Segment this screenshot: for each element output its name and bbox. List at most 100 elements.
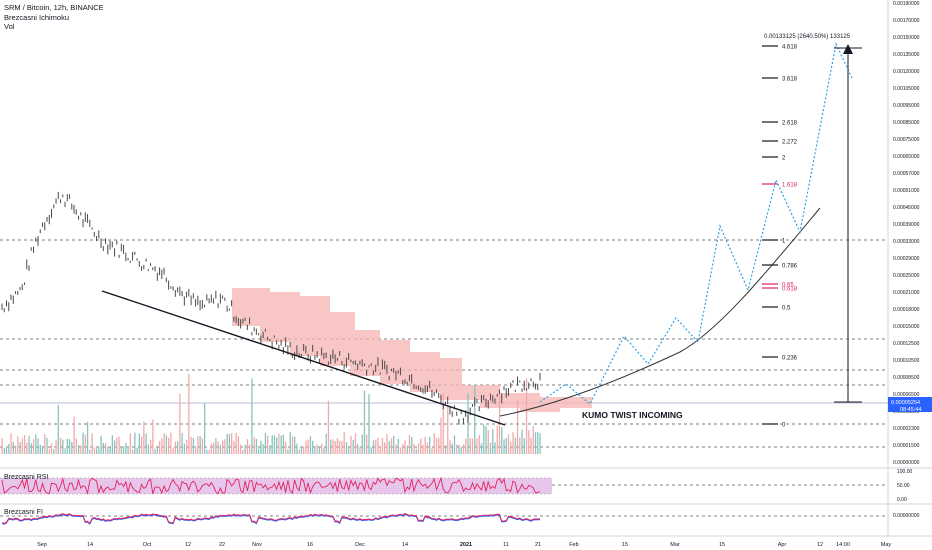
price-axis-label: 0.00120000 — [893, 69, 920, 75]
price-axis-label: 0.00006500 — [893, 392, 920, 398]
time-axis-label: Oct — [143, 542, 152, 548]
volume-bar — [424, 436, 426, 454]
volume-bar — [246, 439, 249, 454]
price-axis-label: 0.00170000 — [893, 18, 920, 24]
volume-bar — [127, 446, 129, 454]
volume-bar — [469, 438, 471, 454]
volume-bar — [458, 444, 460, 454]
volume-bar — [399, 447, 402, 454]
volume-bar — [474, 384, 476, 454]
volume-bar — [237, 436, 240, 454]
volume-bar — [523, 438, 525, 454]
volume-bar — [91, 433, 93, 454]
volume-bar — [10, 432, 12, 454]
volume-bar — [395, 444, 397, 454]
volume-bar — [507, 434, 510, 454]
volume-bar — [294, 436, 296, 454]
volume-bar — [217, 441, 219, 454]
price-candles — [1, 191, 541, 425]
volume-bar — [386, 434, 388, 454]
volume-bar — [460, 447, 462, 454]
price-axis-label: 0.00095000 — [893, 103, 920, 109]
volume-bar — [442, 393, 444, 454]
volume-bar — [429, 436, 431, 454]
volume-bar — [77, 444, 80, 454]
rsi-panel-label[interactable]: Brezcasni RSI — [4, 474, 49, 481]
indicator-volume-label[interactable]: Vol — [4, 22, 15, 31]
volume-bar — [444, 445, 447, 454]
fib-level-label: 2.618 — [782, 121, 798, 127]
volume-bar — [75, 438, 77, 454]
fib-level-label: 0 — [782, 423, 786, 429]
volume-bar — [323, 448, 325, 454]
volume-bar — [226, 433, 228, 454]
volume-bar — [404, 440, 406, 454]
volume-bar — [273, 435, 276, 454]
volume-bar — [55, 439, 57, 454]
price-tag-value: 0.00005254 — [891, 400, 920, 406]
time-axis-label: 21 — [535, 542, 541, 548]
volume-bar — [71, 441, 73, 454]
volume-bar — [307, 439, 309, 454]
volume-bar — [368, 394, 370, 454]
price-axis-label: 0.00039000 — [893, 222, 920, 228]
volume-bar — [298, 449, 300, 454]
target-arrow-head-icon — [843, 44, 853, 54]
price-tag-bg — [888, 397, 932, 412]
volume-bar — [93, 447, 95, 454]
volume-bar — [516, 398, 519, 454]
volume-bar — [208, 449, 210, 454]
volume-bar — [102, 442, 104, 454]
price-axis-label: 0.00015000 — [893, 324, 920, 330]
indicator-ichimoku-label[interactable]: Brezcasni Ichimoku — [4, 13, 70, 22]
volume-bar — [312, 440, 314, 454]
volume-bar — [136, 447, 138, 454]
price-tag-countdown: 08:45:44 — [900, 407, 921, 413]
volume-bar — [1, 438, 3, 454]
volume-bar — [46, 437, 48, 454]
time-axis-label: 11 — [503, 542, 509, 548]
time-axis-label: 14 — [402, 542, 408, 548]
volume-bar — [172, 448, 174, 454]
time-axis-label: 12 — [817, 542, 823, 548]
volume-bar — [165, 435, 168, 454]
volume-bar — [539, 433, 541, 454]
volume-bar — [348, 445, 350, 454]
rsi-axis-label: 100.00 — [897, 469, 913, 475]
volume-bar — [519, 437, 521, 454]
time-axis: Sep 14 Oct 12 22 Nov 16 Dec 14 2021 11 21 Feb 15 Mar 15… — [37, 542, 891, 548]
volume-bar — [343, 432, 345, 454]
time-axis-label: 16 — [307, 542, 313, 548]
volume-bar — [212, 442, 215, 454]
time-axis-label: Feb — [569, 542, 578, 548]
volume-bar — [300, 446, 303, 454]
volume-bar — [325, 433, 327, 454]
fi-panel-label[interactable]: Brezcasni FI — [4, 509, 43, 516]
time-axis-label: Dec — [355, 542, 365, 548]
volume-bar — [37, 438, 39, 454]
volume-bar — [185, 439, 188, 454]
volume-bar — [438, 437, 440, 454]
volume-bar — [255, 438, 258, 454]
price-axis-label: 0.00012500 — [893, 341, 920, 347]
price-axis-label: 0.00021000 — [893, 290, 920, 296]
time-axis-label: 14:00 — [836, 542, 850, 548]
rsi-line — [1, 476, 541, 496]
volume-bar — [158, 440, 161, 454]
volume-bar — [260, 440, 262, 454]
volume-bar — [73, 416, 75, 454]
price-axis-label: 0.00105000 — [893, 86, 920, 92]
volume-bar — [501, 427, 503, 454]
time-axis-label: 2021 — [460, 542, 472, 548]
volume-bar — [357, 444, 359, 454]
volume-bar — [271, 435, 273, 454]
volume-bar — [305, 440, 307, 454]
volume-bar — [267, 435, 269, 454]
volume-bar — [431, 448, 433, 454]
volume-bar — [512, 432, 514, 454]
volume-bar — [251, 378, 253, 454]
chart-title[interactable]: SRM / Bitcoin, 12h, BINANCE — [4, 3, 104, 12]
volume-bar — [131, 449, 134, 454]
volume-bar — [278, 433, 280, 454]
